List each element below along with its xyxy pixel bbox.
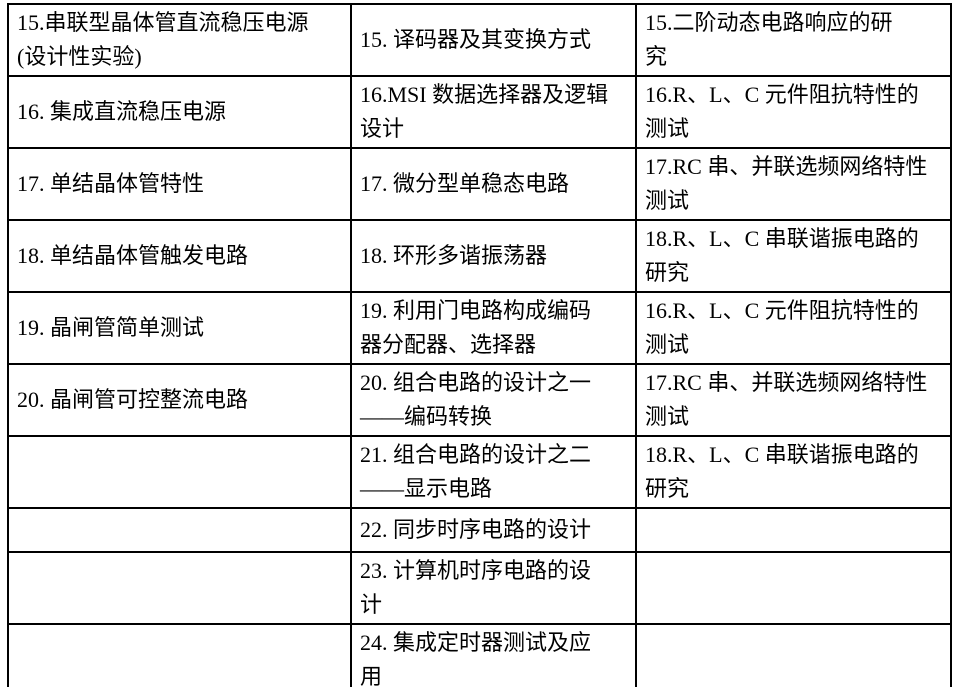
- table-cell: 16.R、L、C 元件阻抗特性的 测试: [635, 75, 952, 149]
- table-cell: [635, 623, 952, 687]
- table-cell: 23. 计算机时序电路的设 计: [350, 551, 637, 625]
- table-cell: 16.MSI 数据选择器及逻辑 设计: [350, 75, 637, 149]
- table-row: 16. 集成直流稳压电源 16.MSI 数据选择器及逻辑 设计 16.R、L、C…: [7, 75, 952, 149]
- table-row: 18. 单结晶体管触发电路 18. 环形多谐振荡器 18.R、L、C 串联谐振电…: [7, 219, 952, 293]
- table-cell: 18.R、L、C 串联谐振电路的 研究: [635, 435, 952, 509]
- table-cell: 17. 微分型单稳态电路: [350, 147, 637, 221]
- table-cell: 19. 晶闸管简单测试: [7, 291, 352, 365]
- table-row: 15.串联型晶体管直流稳压电源 (设计性实验) 15. 译码器及其变换方式 15…: [7, 3, 952, 77]
- table-cell: 16.R、L、C 元件阻抗特性的 测试: [635, 291, 952, 365]
- table-cell: [7, 435, 352, 509]
- table-row: 20. 晶闸管可控整流电路 20. 组合电路的设计之一 ——编码转换 17.RC…: [7, 363, 952, 437]
- table-cell: 18. 单结晶体管触发电路: [7, 219, 352, 293]
- table-cell: 15.串联型晶体管直流稳压电源 (设计性实验): [7, 3, 352, 77]
- table-row: 23. 计算机时序电路的设 计: [7, 551, 952, 625]
- table-row: 24. 集成定时器测试及应 用: [7, 623, 952, 687]
- table-row: 21. 组合电路的设计之二 ——显示电路 18.R、L、C 串联谐振电路的 研究: [7, 435, 952, 509]
- experiments-table: 15.串联型晶体管直流稳压电源 (设计性实验) 15. 译码器及其变换方式 15…: [7, 3, 952, 687]
- table-cell: [7, 551, 352, 625]
- table-cell: 17. 单结晶体管特性: [7, 147, 352, 221]
- table-cell: 20. 组合电路的设计之一 ——编码转换: [350, 363, 637, 437]
- table-row: 22. 同步时序电路的设计: [7, 507, 952, 553]
- table-cell: [7, 507, 352, 553]
- table-row: 17. 单结晶体管特性 17. 微分型单稳态电路 17.RC 串、并联选频网络特…: [7, 147, 952, 221]
- table-cell: [635, 551, 952, 625]
- table-cell: 19. 利用门电路构成编码 器分配器、选择器: [350, 291, 637, 365]
- table-cell: 21. 组合电路的设计之二 ——显示电路: [350, 435, 637, 509]
- table-cell: 22. 同步时序电路的设计: [350, 507, 637, 553]
- table-cell: 18. 环形多谐振荡器: [350, 219, 637, 293]
- table-cell: 17.RC 串、并联选频网络特性 测试: [635, 147, 952, 221]
- table-row: 19. 晶闸管简单测试 19. 利用门电路构成编码 器分配器、选择器 16.R、…: [7, 291, 952, 365]
- table-cell: 20. 晶闸管可控整流电路: [7, 363, 352, 437]
- table-cell: 18.R、L、C 串联谐振电路的 研究: [635, 219, 952, 293]
- table-cell: 15. 译码器及其变换方式: [350, 3, 637, 77]
- table-cell: [635, 507, 952, 553]
- table-cell: 16. 集成直流稳压电源: [7, 75, 352, 149]
- table-cell: 17.RC 串、并联选频网络特性 测试: [635, 363, 952, 437]
- table-cell: 15.二阶动态电路响应的研 究: [635, 3, 952, 77]
- table-cell: [7, 623, 352, 687]
- table-cell: 24. 集成定时器测试及应 用: [350, 623, 637, 687]
